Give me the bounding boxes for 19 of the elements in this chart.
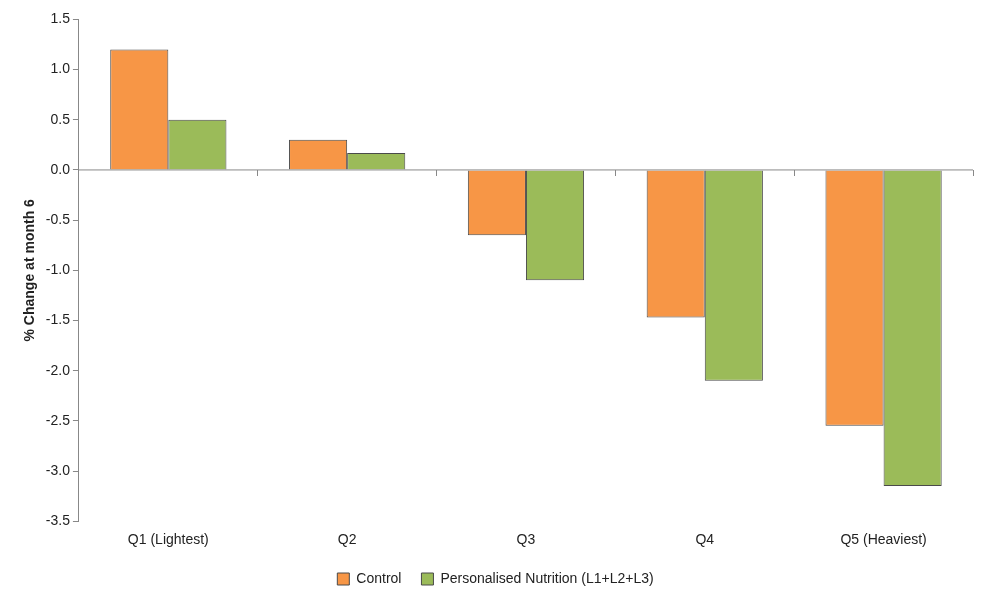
- y-tick-label: -3.0: [45, 461, 71, 478]
- y-tick-label: 1.0: [50, 60, 71, 77]
- y-axis-title: % Change at month 6: [21, 198, 38, 342]
- x-tick-label: Q2: [337, 531, 357, 548]
- x-tick-label: Q4: [695, 531, 715, 548]
- x-tick-label: Q5 (Heaviest): [840, 531, 927, 548]
- y-tick-label: -2.5: [45, 411, 71, 428]
- y-tick-label: 0.5: [50, 110, 71, 127]
- y-tick-label: -1.5: [45, 311, 71, 328]
- y-tick-label: 1.5: [50, 10, 71, 27]
- y-tick-label: -3.5: [45, 512, 71, 529]
- y-tick-label: 0.0: [50, 160, 71, 177]
- x-tick-label: Q1 (Lightest): [127, 531, 209, 548]
- y-tick-label: -2.0: [45, 361, 71, 378]
- legend-label: Control: [356, 569, 402, 586]
- x-tick-label: Q3: [516, 531, 536, 548]
- legend-label: Personalised Nutrition (L1+L2+L3): [440, 569, 654, 586]
- y-tick-label: -0.5: [45, 210, 71, 227]
- y-tick-label: -1.0: [45, 261, 71, 278]
